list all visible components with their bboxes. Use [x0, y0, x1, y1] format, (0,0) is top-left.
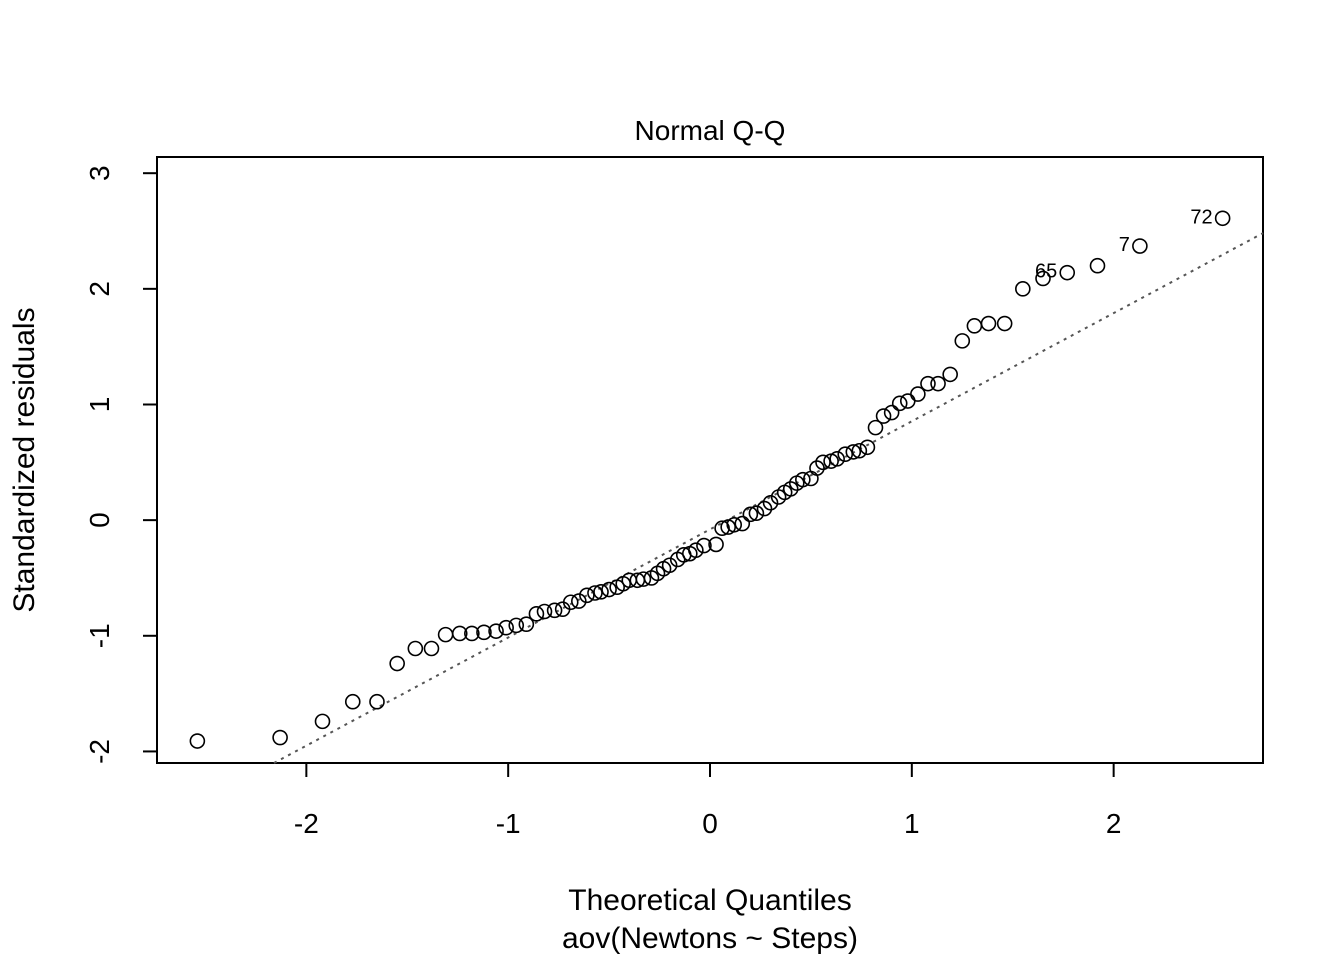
data-point	[661, 557, 678, 574]
data-point	[272, 729, 288, 746]
data-point	[726, 516, 743, 533]
data-point	[579, 587, 595, 604]
y-tick-label: 1	[84, 397, 115, 413]
plot-frame	[156, 156, 1264, 764]
data-point	[845, 444, 862, 460]
data-point	[891, 395, 908, 412]
points-layer	[189, 210, 1231, 749]
data-point	[498, 619, 514, 636]
point-labels-layer: 65 7 72	[1035, 206, 1213, 282]
data-point	[883, 404, 900, 421]
data-point	[899, 393, 916, 409]
y-tick-label: -2	[84, 739, 115, 764]
data-point	[518, 616, 535, 633]
data-point	[476, 624, 492, 641]
data-point	[1035, 270, 1051, 287]
data-point	[407, 640, 424, 657]
data-point	[587, 585, 603, 601]
x-tick-label: 0	[702, 808, 718, 839]
data-point	[762, 494, 779, 511]
data-point	[851, 442, 868, 459]
data-point	[782, 481, 799, 497]
data-point	[742, 506, 759, 523]
x-tick-label: 1	[904, 808, 920, 839]
point-label: 65	[1035, 261, 1057, 283]
data-point	[593, 584, 609, 600]
data-point	[1214, 210, 1231, 227]
x-tick-label: -2	[294, 808, 319, 839]
data-point	[389, 655, 405, 672]
x-axis-title: Theoretical Quantiles	[568, 884, 851, 917]
data-point	[546, 602, 563, 619]
x-tick-label: 2	[1106, 808, 1122, 839]
reference-line-layer	[273, 232, 1264, 764]
data-point	[930, 375, 946, 392]
data-point	[1015, 281, 1031, 297]
data-point	[734, 515, 751, 532]
data-point	[189, 733, 206, 749]
data-point	[344, 693, 361, 710]
data-point	[369, 693, 385, 710]
data-point	[809, 460, 825, 476]
data-point	[837, 446, 854, 463]
y-tick-label: 0	[84, 512, 115, 528]
data-point	[571, 593, 587, 609]
chart-subtitle: aov(Newtons ~ Steps)	[562, 922, 858, 955]
point-label: 7	[1119, 234, 1130, 256]
data-point	[635, 571, 652, 587]
data-point	[942, 366, 958, 383]
data-point	[464, 625, 480, 642]
chart-title: Normal Q-Q	[635, 115, 786, 146]
y-tick-label: -1	[84, 623, 115, 648]
data-point	[859, 439, 876, 456]
y-axis-title: Standardized residuals	[8, 307, 41, 612]
data-point	[795, 471, 811, 488]
data-point	[748, 505, 765, 521]
data-point	[980, 315, 997, 332]
data-point	[451, 625, 468, 642]
data-point	[954, 333, 971, 349]
point-label: 72	[1190, 206, 1212, 228]
data-point	[708, 536, 724, 553]
data-point	[508, 617, 525, 634]
data-point	[829, 451, 845, 467]
y-axis: -2 -1 0 1 2 3	[84, 165, 158, 764]
data-point	[423, 640, 440, 657]
data-point	[867, 419, 884, 436]
data-point	[714, 520, 730, 537]
data-point	[803, 470, 819, 487]
data-point	[1059, 264, 1076, 281]
data-point	[875, 408, 892, 424]
data-point	[562, 594, 579, 611]
data-point	[1132, 238, 1148, 254]
data-point	[488, 623, 504, 639]
data-point	[756, 500, 773, 517]
data-point	[815, 454, 831, 471]
data-point	[437, 626, 454, 643]
data-point	[688, 542, 704, 559]
data-point	[920, 375, 936, 392]
x-axis: -2 -1 0 1 2	[294, 762, 1122, 839]
reference-line	[273, 232, 1264, 764]
y-tick-label: 3	[84, 165, 115, 181]
data-point	[314, 713, 331, 730]
data-point	[910, 386, 926, 402]
data-point	[1089, 257, 1106, 274]
y-tick-label: 2	[84, 281, 115, 297]
data-point	[966, 318, 983, 334]
data-point	[528, 606, 545, 622]
data-point	[996, 315, 1013, 332]
data-point	[696, 537, 712, 554]
data-point	[536, 603, 553, 620]
data-point	[601, 581, 617, 598]
x-tick-label: -1	[496, 808, 521, 839]
